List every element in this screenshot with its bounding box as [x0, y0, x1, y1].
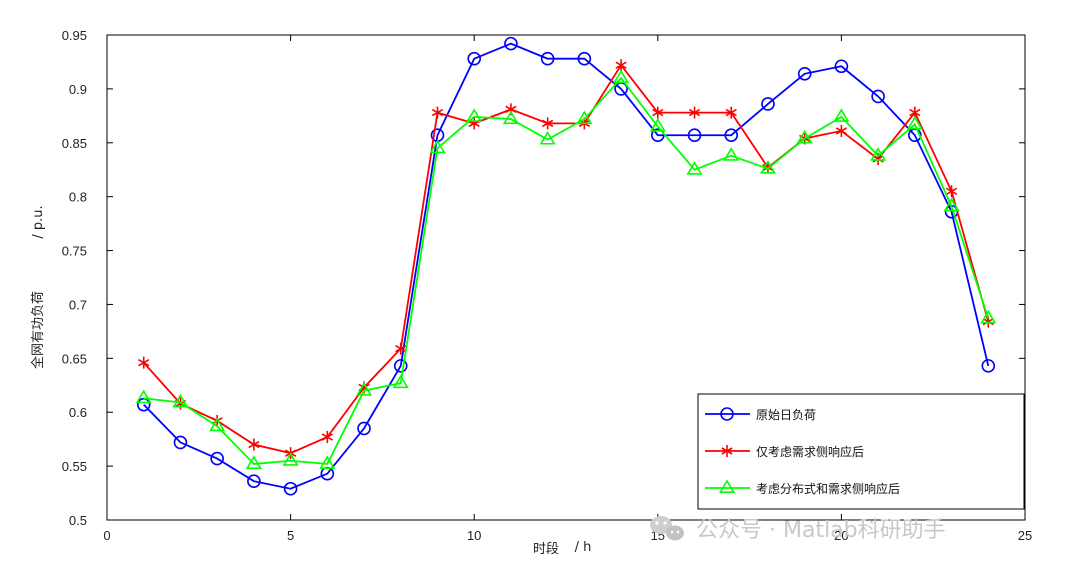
data-point: [871, 89, 885, 104]
data-point: [502, 110, 519, 125]
x-tick-label: 10: [467, 528, 481, 543]
legend-marker: [720, 407, 734, 421]
data-point: [687, 128, 702, 143]
data-point: [248, 438, 260, 451]
data-point: [431, 106, 444, 119]
data-point: [135, 389, 152, 404]
data-point: [282, 452, 299, 466]
data-point: [688, 106, 701, 119]
x-tick-label: 5: [287, 528, 294, 543]
data-point: [540, 51, 555, 66]
y-tick-label: 0.7: [69, 297, 87, 312]
legend-entry: 原始日负荷: [705, 407, 816, 422]
data-point: [759, 160, 777, 174]
x-tick-label: 20: [834, 528, 848, 543]
data-point: [650, 128, 665, 143]
data-point: [870, 147, 887, 161]
data-point: [429, 139, 446, 154]
y-tick-label: 0.5: [69, 513, 87, 528]
data-point: [725, 106, 737, 119]
data-point: [539, 130, 556, 145]
data-point: [172, 393, 189, 408]
data-point: [980, 309, 997, 324]
y-tick-label: 0.75: [62, 244, 87, 259]
data-point: [138, 356, 150, 369]
data-point: [723, 147, 740, 161]
data-point: [943, 197, 960, 212]
data-point: [724, 128, 739, 143]
data-point: [835, 124, 847, 137]
series-line: [143, 63, 990, 455]
legend-marker: [721, 445, 733, 457]
watermark: 公众号 · Matlab科研助手: [650, 516, 946, 543]
wechat-icon: [650, 516, 684, 541]
data-point: [761, 97, 775, 111]
data-point: [209, 417, 226, 432]
x-axis-label: 时段: [533, 542, 559, 557]
legend-marker: [718, 479, 736, 494]
legend-label: 仅考虑需求侧响应后: [756, 444, 864, 459]
data-point: [833, 108, 850, 122]
data-point: [283, 481, 298, 496]
y-tick-label: 0.55: [62, 459, 87, 474]
y-axis-label: 全网有功负荷: [30, 291, 46, 369]
data-point: [355, 382, 373, 396]
data-point: [395, 342, 407, 355]
series-3: [135, 69, 997, 469]
y-axis-ticks: 0.5 0.55 0.6 0.65 0.7 0.75 0.8 0.85 0.9 0.95: [62, 28, 1025, 528]
data-point: [577, 51, 592, 66]
data-point: [797, 67, 812, 81]
y-tick-label: 0.8: [69, 190, 87, 205]
data-point: [466, 108, 483, 122]
watermark-text: 公众号 · Matlab科研助手: [696, 518, 946, 543]
data-point: [652, 106, 664, 119]
y-axis-unit: / p.u.: [31, 205, 46, 238]
data-point: [210, 451, 224, 466]
y-tick-label: 0.95: [62, 28, 87, 43]
legend-entry: 仅考虑需求侧响应后: [705, 444, 864, 459]
data-point: [393, 359, 408, 373]
data-point: [173, 435, 188, 450]
data-point: [981, 359, 996, 373]
data-point: [504, 36, 518, 51]
data-point: [392, 374, 409, 389]
data-point: [542, 117, 554, 130]
x-tick-label: 25: [1018, 528, 1032, 543]
y-tick-label: 0.85: [62, 136, 87, 151]
data-point: [649, 118, 666, 132]
data-point: [615, 59, 627, 72]
series-layer: [135, 36, 997, 496]
data-point: [796, 129, 813, 144]
data-point: [321, 431, 333, 444]
y-tick-label: 0.6: [69, 405, 87, 420]
series-line: [143, 76, 990, 465]
legend-box: [697, 393, 1025, 510]
data-point: [247, 474, 261, 489]
data-point: [467, 51, 482, 66]
legend-label: 原始日负荷: [756, 408, 816, 422]
data-point: [211, 414, 223, 427]
y-tick-label: 0.65: [62, 351, 87, 366]
data-point: [945, 185, 958, 198]
data-point: [357, 421, 371, 436]
x-axis-unit: / h: [575, 540, 592, 555]
data-point: [834, 59, 849, 74]
data-point: [245, 455, 262, 469]
data-point: [613, 69, 630, 84]
y-tick-label: 0.9: [69, 82, 87, 97]
plot-frame: [106, 34, 1026, 521]
data-point: [686, 161, 703, 175]
data-point: [319, 455, 336, 469]
data-point: [906, 115, 923, 130]
x-tick-label: 0: [103, 528, 110, 543]
legend-label: 考虑分布式和需求侧响应后: [756, 481, 900, 496]
legend-entry: 考虑分布式和需求侧响应后: [705, 479, 900, 496]
data-point: [576, 110, 593, 125]
